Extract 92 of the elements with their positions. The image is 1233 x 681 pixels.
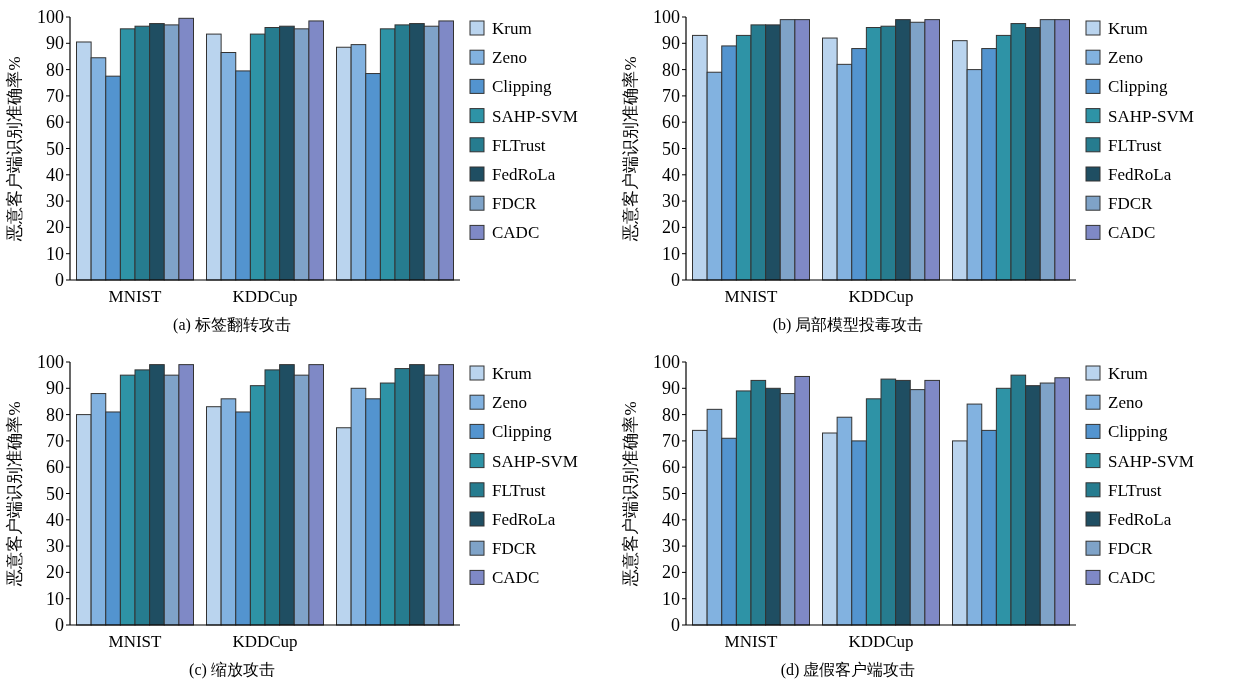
y-tick-label: 70 xyxy=(662,85,680,106)
x-tick-label: MNIST xyxy=(108,287,163,306)
y-tick-label: 90 xyxy=(662,378,680,399)
legend-label: FedRoLa xyxy=(492,165,556,184)
y-tick-label: 60 xyxy=(662,457,680,478)
y-tick-label: 80 xyxy=(46,59,64,80)
legend-label: SAHP-SVM xyxy=(492,106,578,126)
y-tick-label: 10 xyxy=(46,243,64,264)
y-tick-label: 50 xyxy=(662,483,680,504)
y-tick-label: 50 xyxy=(662,138,680,159)
y-tick-label: 0 xyxy=(671,270,680,290)
y-tick-label: 100 xyxy=(37,7,64,27)
x-tick-label: KDDCup xyxy=(848,632,914,651)
y-tick-label: 80 xyxy=(46,404,64,425)
y-tick-label: 80 xyxy=(662,59,680,80)
legend-label: FedRoLa xyxy=(1108,510,1172,529)
legend-label: Zeno xyxy=(492,393,527,413)
y-tick-label: 20 xyxy=(662,562,680,583)
x-axis-title: (a) 标签翻转攻击 xyxy=(173,316,291,334)
legend-label: Zeno xyxy=(1108,48,1143,68)
legend-label: Zeno xyxy=(492,48,527,68)
x-tick-label: MNIST xyxy=(724,287,779,306)
legend-label: FDCR xyxy=(1108,539,1154,559)
x-tick-label: KDDCup xyxy=(232,632,298,651)
y-tick-label: 100 xyxy=(37,352,64,372)
y-tick-label: 50 xyxy=(46,483,64,504)
y-tick-label: 0 xyxy=(55,615,64,635)
y-tick-label: 100 xyxy=(653,7,680,27)
y-tick-label: 60 xyxy=(46,457,64,478)
legend-label: Zeno xyxy=(1108,393,1143,413)
y-tick-label: 100 xyxy=(653,352,680,372)
x-tick-label: KDDCup xyxy=(232,287,298,306)
y-tick-label: 70 xyxy=(46,430,64,451)
legend-label: CADC xyxy=(492,568,540,588)
y-tick-label: 30 xyxy=(662,536,680,557)
legend-label: SAHP-SVM xyxy=(1108,106,1194,126)
y-tick-label: 0 xyxy=(55,270,64,290)
legend-label: FLTrust xyxy=(492,135,546,155)
legend-label: FLTrust xyxy=(492,480,546,500)
y-tick-label: 40 xyxy=(662,509,680,530)
x-tick-label: MNIST xyxy=(108,632,163,651)
y-tick-label: 90 xyxy=(46,33,64,54)
x-axis-title: (c) 缩放攻击 xyxy=(189,661,275,679)
y-tick-label: 20 xyxy=(46,217,64,238)
y-tick-label: 0 xyxy=(671,615,680,635)
legend-label: Krum xyxy=(1108,19,1148,38)
legend-label: FDCR xyxy=(1108,194,1154,214)
x-axis-title: (b) 局部模型投毒攻击 xyxy=(772,316,924,334)
legend-label: FedRoLa xyxy=(1108,165,1172,184)
y-tick-label: 20 xyxy=(662,217,680,238)
y-tick-label: 20 xyxy=(46,562,64,583)
legend-label: Krum xyxy=(492,19,532,38)
y-tick-label: 30 xyxy=(46,536,64,557)
legend-label: FLTrust xyxy=(1108,135,1162,155)
legend-label: FDCR xyxy=(492,194,538,214)
legend-label: FLTrust xyxy=(1108,480,1162,500)
legend-label: FDCR xyxy=(492,539,538,559)
y-tick-label: 60 xyxy=(662,112,680,133)
legend-label: Clipping xyxy=(1108,77,1169,97)
legend-label: Krum xyxy=(492,364,532,383)
y-tick-label: 40 xyxy=(662,164,680,185)
x-axis-title: (d) 虚假客户端攻击 xyxy=(780,661,916,679)
y-tick-label: 30 xyxy=(662,191,680,212)
x-tick-label: MNIST xyxy=(724,632,779,651)
legend-label: FedRoLa xyxy=(492,510,556,529)
y-tick-label: 70 xyxy=(662,430,680,451)
y-tick-label: 70 xyxy=(46,85,64,106)
y-axis-title: 恶意客户端识别准确率% xyxy=(621,56,640,242)
legend-label: Clipping xyxy=(1108,422,1169,442)
y-axis-title: 恶意客户端识别准确率% xyxy=(5,401,24,587)
y-tick-label: 30 xyxy=(46,191,64,212)
legend-label: CADC xyxy=(1108,568,1156,588)
y-axis-title: 恶意客户端识别准确率% xyxy=(621,401,640,587)
y-tick-label: 40 xyxy=(46,509,64,530)
y-tick-label: 40 xyxy=(46,164,64,185)
y-tick-label: 10 xyxy=(662,588,680,609)
legend-label: Krum xyxy=(1108,364,1148,383)
legend-label: CADC xyxy=(492,223,540,243)
y-tick-label: 50 xyxy=(46,138,64,159)
legend-label: Clipping xyxy=(492,77,553,97)
legend-label: CADC xyxy=(1108,223,1156,243)
legend-label: SAHP-SVM xyxy=(1108,451,1194,471)
y-tick-label: 90 xyxy=(662,33,680,54)
legend-label: SAHP-SVM xyxy=(492,451,578,471)
y-tick-label: 10 xyxy=(662,243,680,264)
y-tick-label: 90 xyxy=(46,378,64,399)
y-tick-label: 60 xyxy=(46,112,64,133)
x-tick-label: KDDCup xyxy=(848,287,914,306)
y-tick-label: 10 xyxy=(46,588,64,609)
legend-label: Clipping xyxy=(492,422,553,442)
y-tick-label: 80 xyxy=(662,404,680,425)
y-axis-title: 恶意客户端识别准确率% xyxy=(5,56,24,242)
